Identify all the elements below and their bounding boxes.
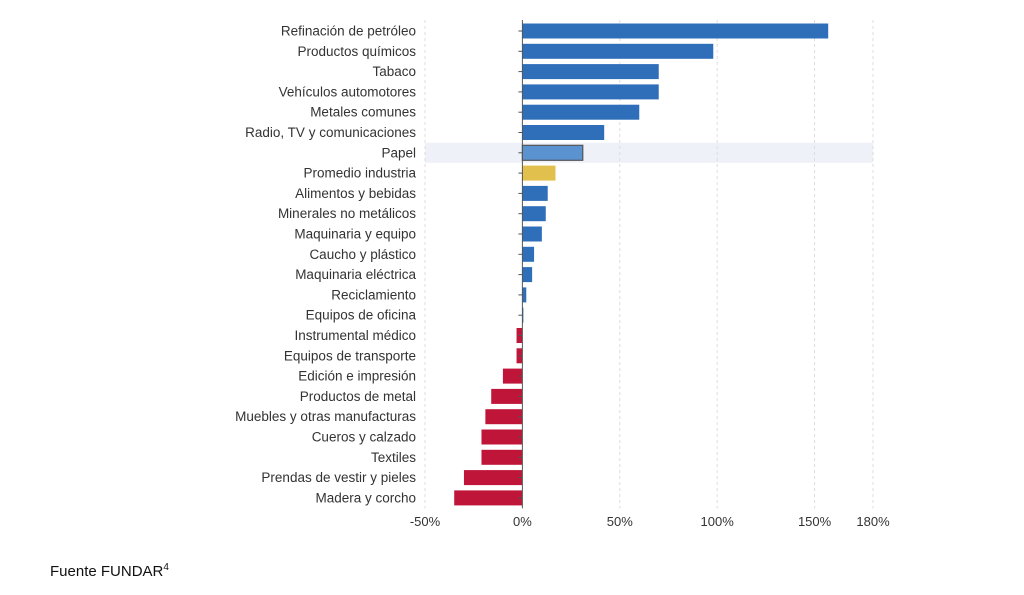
bar (522, 64, 659, 80)
category-label: Cueros y calzado (312, 430, 416, 445)
bar (522, 287, 527, 303)
category-label: Maquinaria y equipo (294, 227, 416, 242)
source-footnote: 4 (163, 562, 169, 573)
bar (522, 226, 542, 242)
category-label: Minerales no metálicos (278, 206, 416, 221)
category-label: Textiles (371, 450, 416, 465)
bar (491, 388, 523, 404)
bar (522, 125, 605, 140)
category-label: Vehículos automotores (279, 84, 417, 99)
bar (485, 409, 523, 425)
x-tick-label: 150% (798, 514, 832, 529)
category-label: Maquinaria eléctrica (295, 267, 416, 282)
bar (454, 490, 523, 506)
category-label: Refinación de petróleo (281, 24, 416, 39)
bar (522, 165, 556, 181)
x-tick-label: 180% (856, 514, 890, 529)
category-label: Equipos de transporte (284, 348, 416, 363)
category-label: Reciclamiento (331, 287, 416, 302)
x-tick-label: 0% (513, 514, 532, 529)
x-tick-label: 100% (701, 514, 735, 529)
bar (502, 368, 523, 384)
bar (522, 206, 546, 222)
x-tick-label: -50% (410, 514, 441, 529)
category-label: Metales comunes (310, 105, 416, 120)
category-label: Prendas de vestir y pieles (261, 470, 416, 485)
category-label: Edición e impresión (298, 369, 416, 384)
bar (481, 449, 523, 465)
bar (481, 429, 523, 445)
bar (522, 267, 533, 283)
source-note: Fuente FUNDAR4 (50, 562, 169, 580)
category-label: Instrumental médico (294, 328, 416, 343)
bar (522, 43, 714, 59)
category-label: Radio, TV y comunicaciones (245, 125, 416, 140)
category-label: Caucho y plástico (309, 247, 416, 262)
category-label: Tabaco (372, 64, 416, 79)
category-label: Productos de metal (300, 389, 416, 404)
bar (522, 185, 548, 201)
bar (522, 246, 535, 262)
bar (521, 144, 584, 161)
category-label: Productos químicos (297, 44, 416, 59)
category-label: Equipos de oficina (306, 308, 417, 323)
category-label: Papel (381, 145, 416, 160)
bar (463, 470, 523, 486)
source-text: Fuente FUNDAR (50, 563, 164, 580)
category-label: Madera y corcho (315, 490, 416, 505)
bar (522, 104, 640, 120)
highlight-band (425, 142, 873, 163)
bar (522, 84, 659, 100)
category-label: Muebles y otras manufacturas (235, 409, 416, 424)
category-label: Promedio industria (303, 166, 416, 181)
category-label: Alimentos y bebidas (295, 186, 416, 201)
x-tick-label: 50% (607, 514, 633, 529)
bar (522, 23, 829, 39)
